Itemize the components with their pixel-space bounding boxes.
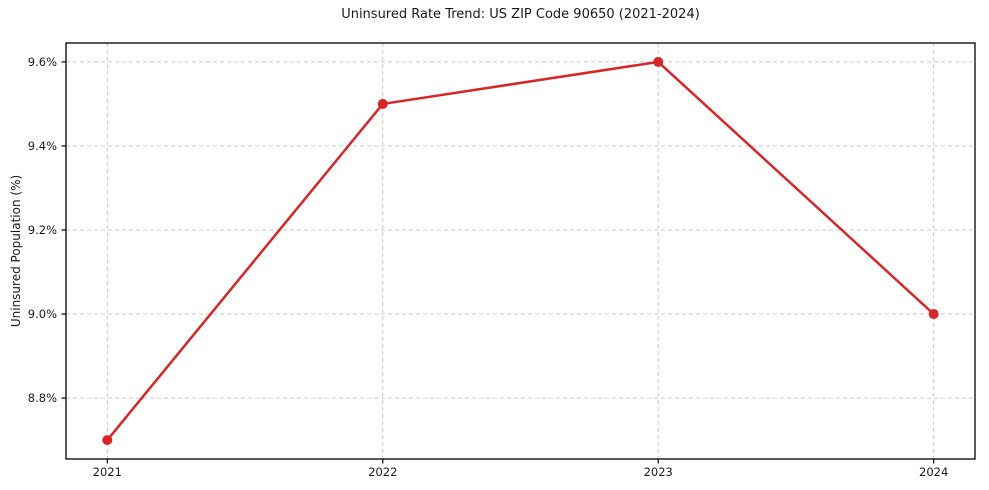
data-point-2022	[377, 98, 388, 109]
x-tick-label: 2023	[644, 465, 673, 479]
y-tick-label: 9.0%	[28, 307, 57, 321]
y-tick-label: 8.8%	[28, 391, 57, 405]
y-tick-label: 9.6%	[28, 55, 57, 69]
axes-spines	[65, 42, 976, 460]
y-tick-label: 9.4%	[28, 139, 57, 153]
data-point-2024	[928, 309, 939, 320]
data-point-2023	[653, 56, 664, 67]
x-tick-label: 2021	[93, 465, 122, 479]
x-tick-label: 2022	[368, 465, 397, 479]
data-point-2021	[102, 435, 113, 446]
trend-line	[106, 60, 935, 442]
chart-title: Uninsured Rate Trend: US ZIP Code 90650 …	[341, 7, 700, 22]
x-tick-label: 2024	[919, 465, 948, 479]
y-tick-label: 9.2%	[28, 223, 57, 237]
plot-area	[66, 43, 975, 459]
